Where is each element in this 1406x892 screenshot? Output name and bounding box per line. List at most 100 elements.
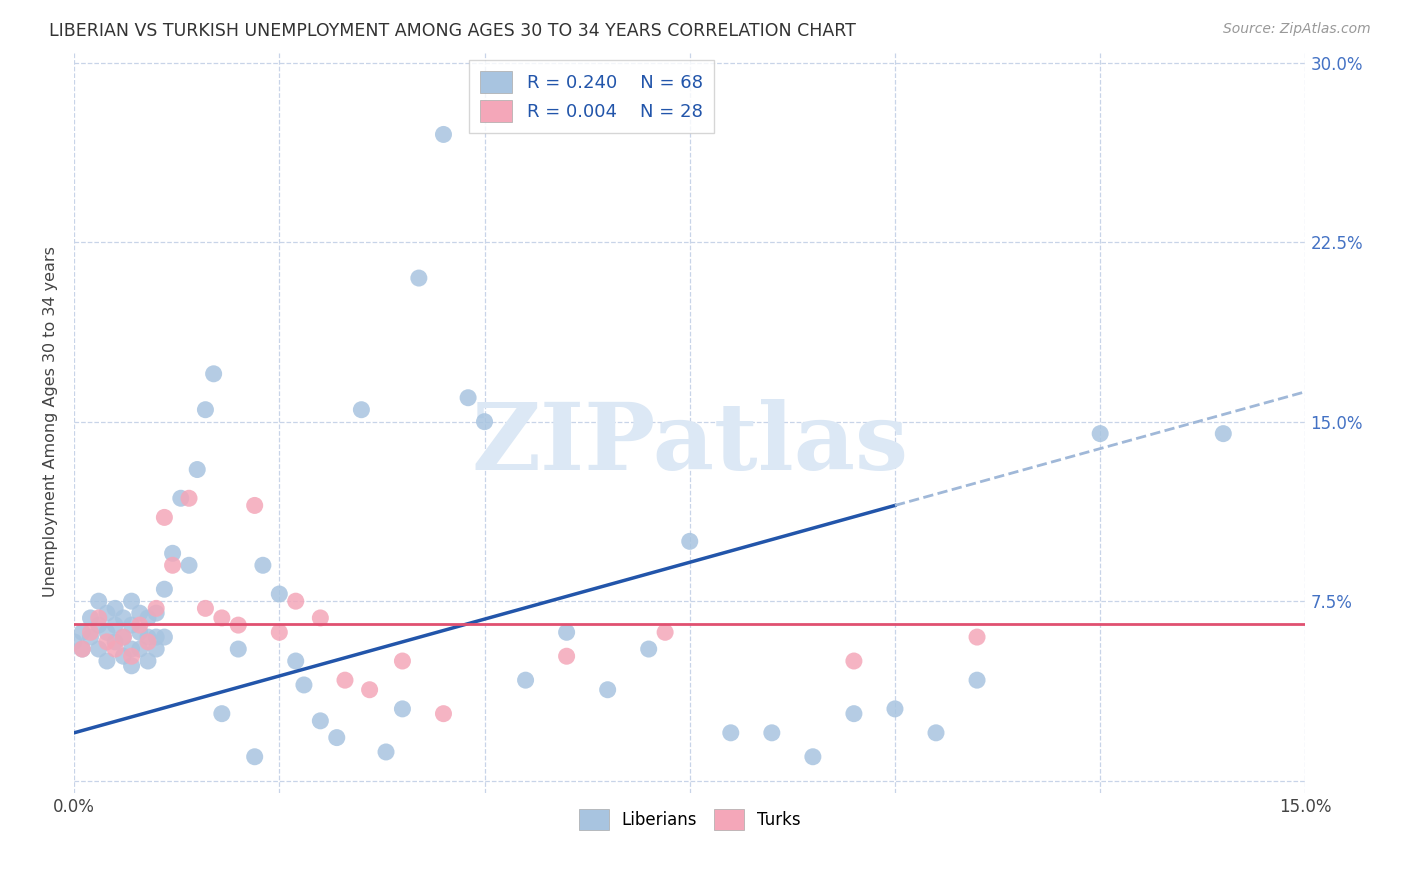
Y-axis label: Unemployment Among Ages 30 to 34 years: Unemployment Among Ages 30 to 34 years	[44, 246, 58, 597]
Point	[63, 635, 86, 649]
Point	[269, 625, 291, 640]
Point	[136, 635, 159, 649]
Point	[194, 402, 217, 417]
Point	[104, 635, 127, 649]
Point	[112, 611, 135, 625]
Point	[177, 491, 200, 506]
Point	[284, 594, 307, 608]
Point	[162, 546, 184, 560]
Point	[375, 745, 398, 759]
Point	[359, 682, 381, 697]
Point	[1212, 426, 1234, 441]
Point	[153, 510, 176, 524]
Point	[96, 625, 118, 640]
Point	[128, 606, 150, 620]
Point	[121, 594, 143, 608]
Point	[432, 128, 454, 142]
Text: Source: ZipAtlas.com: Source: ZipAtlas.com	[1223, 22, 1371, 37]
Point	[391, 654, 413, 668]
Point	[153, 630, 176, 644]
Point	[284, 654, 307, 668]
Point	[243, 499, 266, 513]
Point	[104, 618, 127, 632]
Point	[153, 582, 176, 597]
Point	[145, 642, 167, 657]
Point	[121, 642, 143, 657]
Point	[112, 630, 135, 644]
Point	[121, 649, 143, 664]
Point	[252, 558, 274, 573]
Text: ZIPatlas: ZIPatlas	[471, 399, 908, 489]
Point	[679, 534, 702, 549]
Point	[555, 649, 578, 664]
Point	[186, 462, 208, 476]
Point	[96, 606, 118, 620]
Point	[654, 625, 676, 640]
Point	[1088, 426, 1111, 441]
Point	[637, 642, 659, 657]
Point	[87, 611, 110, 625]
Point	[87, 618, 110, 632]
Point	[202, 367, 225, 381]
Point	[884, 702, 907, 716]
Point	[96, 635, 118, 649]
Point	[391, 702, 413, 716]
Point	[128, 642, 150, 657]
Legend: Liberians, Turks: Liberians, Turks	[572, 803, 807, 837]
Point	[96, 654, 118, 668]
Point	[292, 678, 315, 692]
Point	[211, 706, 233, 721]
Point	[87, 594, 110, 608]
Point	[842, 706, 865, 721]
Point	[243, 749, 266, 764]
Point	[720, 726, 742, 740]
Point	[842, 654, 865, 668]
Point	[350, 402, 373, 417]
Point	[966, 630, 988, 644]
Point	[136, 630, 159, 644]
Point	[136, 654, 159, 668]
Point	[194, 601, 217, 615]
Point	[128, 618, 150, 632]
Point	[121, 618, 143, 632]
Point	[170, 491, 193, 506]
Point	[226, 618, 249, 632]
Point	[145, 601, 167, 615]
Point	[269, 587, 291, 601]
Point	[226, 642, 249, 657]
Point	[474, 415, 496, 429]
Point	[128, 625, 150, 640]
Point	[112, 630, 135, 644]
Point	[104, 642, 127, 657]
Point	[211, 611, 233, 625]
Point	[136, 611, 159, 625]
Point	[309, 611, 332, 625]
Point	[79, 630, 101, 644]
Point	[79, 611, 101, 625]
Point	[432, 706, 454, 721]
Point	[145, 606, 167, 620]
Point	[104, 601, 127, 615]
Point	[457, 391, 479, 405]
Point	[596, 682, 619, 697]
Point	[87, 642, 110, 657]
Point	[72, 625, 94, 640]
Point	[177, 558, 200, 573]
Point	[555, 625, 578, 640]
Point	[79, 625, 101, 640]
Point	[326, 731, 349, 745]
Point	[112, 649, 135, 664]
Point	[121, 658, 143, 673]
Point	[761, 726, 783, 740]
Point	[408, 271, 430, 285]
Text: LIBERIAN VS TURKISH UNEMPLOYMENT AMONG AGES 30 TO 34 YEARS CORRELATION CHART: LIBERIAN VS TURKISH UNEMPLOYMENT AMONG A…	[49, 22, 856, 40]
Point	[801, 749, 824, 764]
Point	[925, 726, 948, 740]
Point	[309, 714, 332, 728]
Point	[72, 642, 94, 657]
Point	[333, 673, 356, 688]
Point	[515, 673, 537, 688]
Point	[966, 673, 988, 688]
Point	[72, 642, 94, 657]
Point	[162, 558, 184, 573]
